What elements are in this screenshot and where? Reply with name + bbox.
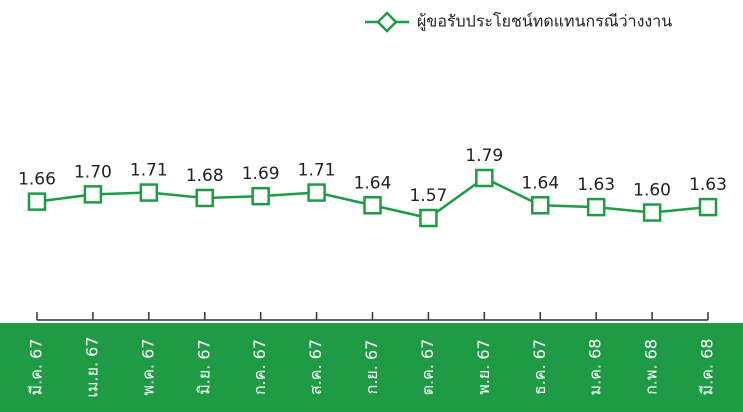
x-tick-label: ก.ค. 67: [250, 339, 269, 395]
point-marker: [307, 183, 326, 202]
x-tick-label: พ.ย. 67: [474, 339, 493, 395]
data-label: 1.69: [242, 164, 280, 184]
point-marker: [251, 186, 270, 206]
data-label: 1.66: [18, 170, 56, 190]
data-label: 1.70: [74, 162, 112, 182]
data-label: 1.71: [298, 161, 336, 181]
data-label: 1.63: [689, 175, 727, 195]
data-label: 1.79: [465, 146, 503, 166]
point-marker: [586, 197, 606, 217]
legend-marker: [376, 11, 398, 33]
point-marker: [419, 208, 438, 228]
x-tick-label: ม.ค. 68: [586, 339, 605, 396]
data-label: 1.57: [409, 186, 447, 206]
data-label: 1.68: [186, 166, 224, 186]
x-tick-label: ธ.ค. 67: [530, 339, 549, 395]
x-tick-label: ก.พ. 68: [642, 339, 661, 395]
data-label: 1.64: [354, 173, 392, 193]
legend-label: ผู้ขอรับประโยชน์ทดแทนกรณีว่างงาน: [417, 12, 672, 32]
point-marker: [475, 168, 494, 188]
point-marker: [363, 196, 382, 215]
data-label: 1.63: [577, 175, 615, 195]
data-label: 1.64: [521, 173, 559, 193]
category-band: [0, 323, 743, 412]
point-marker: [642, 203, 662, 222]
point-marker: [531, 196, 550, 215]
point-marker: [139, 183, 159, 202]
data-label: 1.60: [633, 181, 671, 201]
x-tick-label: มี.ค. 68: [698, 339, 717, 396]
x-tick-label: พ.ค. 67: [138, 339, 157, 396]
x-tick-label: ส.ค. 67: [306, 339, 325, 395]
point-marker: [27, 192, 47, 211]
data-label: 1.71: [130, 161, 168, 181]
x-tick-label: ต.ค. 67: [418, 339, 437, 396]
x-tick-label: มี.ค. 67: [27, 339, 46, 396]
x-tick-label: มิ.ย. 67: [194, 339, 213, 395]
x-tick-label: เม.ย. 67: [82, 336, 101, 397]
point-marker: [83, 185, 103, 204]
point-marker: [195, 188, 214, 208]
x-tick-label: ก.ย. 67: [362, 340, 381, 395]
point-marker: [698, 197, 718, 217]
